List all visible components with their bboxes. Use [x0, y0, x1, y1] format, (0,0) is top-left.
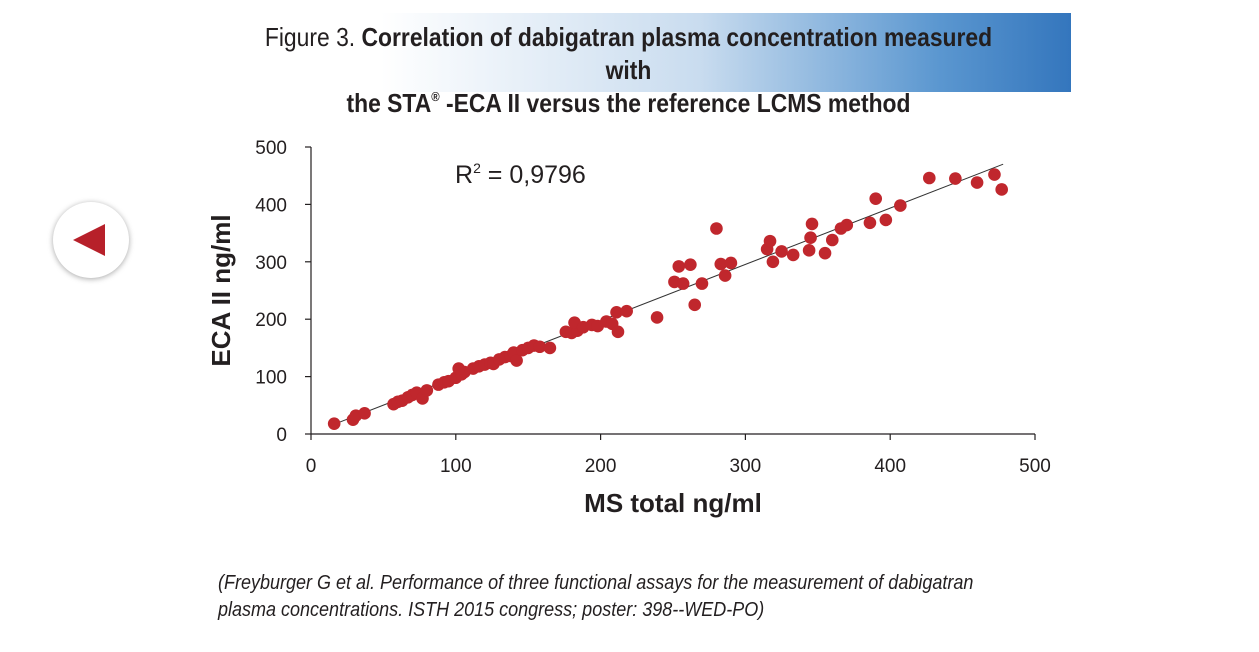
data-point: [510, 354, 523, 367]
data-point: [869, 192, 883, 205]
reference-line1: (Freyburger G et al. Performance of thre…: [218, 572, 974, 594]
reference-line2: plasma concentrations. ISTH 2015 congres…: [218, 599, 765, 621]
reference-citation: (Freyburger G et al. Performance of thre…: [218, 570, 1010, 624]
x-tick-label: 500: [1019, 456, 1051, 477]
data-point: [650, 311, 664, 324]
data-point: [611, 325, 625, 339]
data-point: [688, 298, 702, 312]
scatter-chart: 0 100 200 300 400 500 0 100 200 300 400 500 MS total…: [206, 138, 1051, 518]
back-button[interactable]: [53, 202, 129, 278]
data-point: [420, 384, 434, 397]
y-tick-label: 0: [276, 425, 287, 446]
data-point: [805, 217, 819, 231]
x-tick-label: 0: [306, 456, 317, 477]
data-point: [775, 245, 788, 258]
x-tick-label: 300: [730, 456, 762, 477]
x-axis-label: MS total ng/ml: [584, 488, 762, 518]
data-point: [802, 244, 816, 257]
x-tick-label: 200: [585, 456, 617, 477]
data-point: [672, 260, 686, 273]
data-point: [676, 277, 690, 290]
data-point: [988, 168, 1001, 181]
data-point: [970, 176, 984, 189]
y-tick-label: 300: [255, 253, 287, 274]
data-point: [804, 231, 817, 244]
data-point: [684, 258, 697, 271]
figure-title-banner: Figure 3. Correlation of dabigatran plas…: [186, 13, 1071, 118]
x-tick-label: 400: [874, 456, 906, 477]
registered-mark: ®: [431, 89, 440, 104]
data-point: [620, 304, 633, 318]
data-point: [840, 218, 854, 232]
data-point: [533, 340, 547, 354]
figure-title: Figure 3. Correlation of dabigatran plas…: [239, 21, 1018, 120]
y-tick-label: 100: [255, 368, 287, 389]
data-point: [710, 222, 723, 235]
data-point: [695, 277, 709, 290]
data-point: [718, 269, 732, 282]
data-point: [863, 216, 877, 230]
data-point: [894, 199, 907, 212]
data-point: [610, 306, 623, 319]
data-point: [543, 341, 557, 355]
data-point: [724, 256, 738, 270]
y-tick-label: 400: [255, 195, 287, 216]
y-tick-label: 500: [255, 138, 287, 159]
figure-title-line2-pre: the STA: [346, 88, 432, 118]
y-axis-label: ECA II ng/ml: [206, 214, 236, 366]
data-point: [786, 248, 800, 262]
data-point: [358, 407, 371, 420]
data-point: [995, 183, 1008, 196]
data-point: [922, 171, 936, 185]
data-point: [879, 213, 893, 227]
data-point: [825, 233, 839, 247]
figure-title-line2-post: -ECA II versus the reference LCMS method: [439, 88, 911, 118]
figure-title-line1: Correlation of dabigatran plasma concent…: [361, 22, 993, 85]
data-point: [818, 246, 832, 260]
data-point: [763, 234, 777, 248]
data-point: [327, 417, 341, 430]
x-tick-label: 100: [440, 456, 472, 477]
data-point: [949, 172, 962, 185]
data-point: [766, 255, 780, 269]
triangle-left-icon: [73, 224, 105, 256]
data-point: [452, 362, 465, 375]
figure-label: Figure 3.: [264, 22, 356, 52]
data-point: [714, 257, 728, 271]
r-squared-annotation: R2 = 0,9796: [455, 160, 586, 189]
y-tick-label: 200: [255, 310, 287, 331]
